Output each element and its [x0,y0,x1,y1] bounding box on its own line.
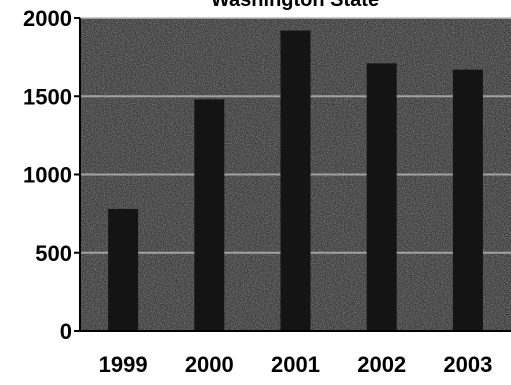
y-tick-label-1500: 1500 [23,84,72,109]
x-tick-labels: 1999 2000 2001 2002 2003 [99,352,493,377]
bar-2002 [366,63,397,331]
x-tick-label-2003: 2003 [443,352,492,377]
x-tick-label-2000: 2000 [185,352,234,377]
x-tick-label-2002: 2002 [357,352,406,377]
y-tick-labels: 0 500 1000 1500 2000 [23,6,72,344]
chart-title: Washington State [211,0,379,11]
y-tick-label-1000: 1000 [23,163,72,188]
bar-2003 [452,69,483,332]
bar-1999 [108,208,139,331]
y-tick-label-2000: 2000 [23,6,72,31]
bar-2001 [280,30,311,332]
y-tick-label-500: 500 [35,241,72,266]
y-tick-label-0: 0 [60,319,72,344]
axes [74,17,511,332]
bars [108,30,483,332]
bar-2000 [194,99,225,331]
x-tick-label-1999: 1999 [99,352,148,377]
x-tick-label-2001: 2001 [271,352,320,377]
